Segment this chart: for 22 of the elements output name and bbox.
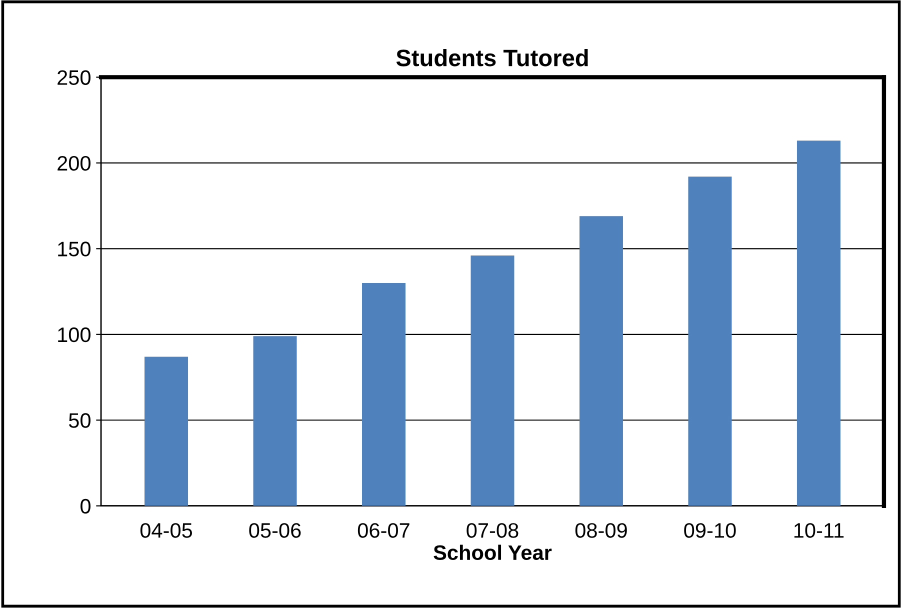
y-tick-label: 50 xyxy=(68,413,90,428)
x-tick-label: 10-11 xyxy=(794,523,844,538)
x-tick-label: 07-08 xyxy=(466,523,518,538)
y-tick-label: 250 xyxy=(58,70,90,85)
y-tick-label: 200 xyxy=(58,156,90,171)
bar xyxy=(253,336,297,506)
bar xyxy=(362,282,406,506)
x-tick-label: 08-09 xyxy=(575,523,627,538)
bar xyxy=(688,176,732,506)
x-tick-label: 06-07 xyxy=(358,523,410,538)
bar xyxy=(470,256,514,506)
bar xyxy=(144,356,188,506)
y-tick-label: 150 xyxy=(58,242,90,256)
y-tick-label: 100 xyxy=(58,327,90,342)
chart-title: Students Tutored xyxy=(396,48,588,66)
x-axis-title: School Year xyxy=(434,544,552,560)
bar xyxy=(796,140,840,506)
y-tick-label: 0 xyxy=(80,498,90,514)
bar xyxy=(579,216,623,506)
x-tick-label: 09-10 xyxy=(684,523,736,538)
x-tick-label: 04-05 xyxy=(140,523,192,538)
x-tick-label: 05-06 xyxy=(249,523,301,538)
